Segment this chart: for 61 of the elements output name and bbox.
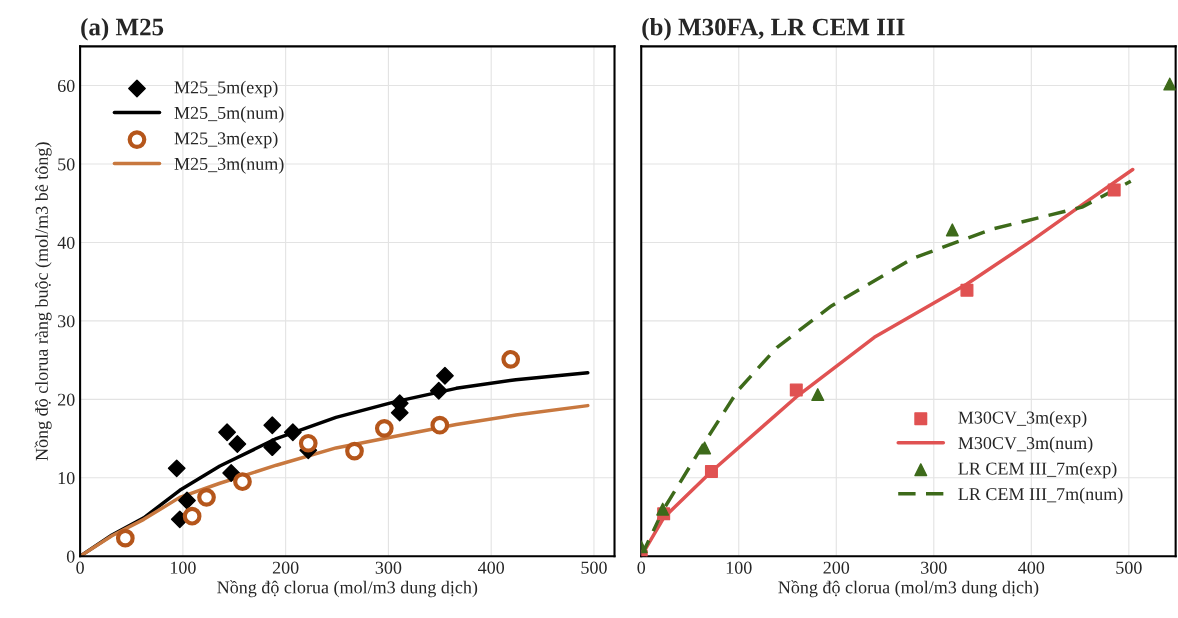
- point: [283, 423, 302, 442]
- point: [167, 459, 186, 478]
- point: [436, 366, 454, 385]
- point: [178, 491, 196, 510]
- point: [218, 423, 236, 442]
- point: [233, 472, 252, 492]
- x-tick-label: 100: [170, 561, 196, 574]
- legend-label: LR CEM III_7m(exp): [958, 461, 1117, 479]
- point: [263, 438, 282, 457]
- x-tick-label: 200: [272, 561, 299, 574]
- chart-title: (b) M30FA, LR CEM III: [642, 17, 905, 41]
- y-tick-label: 40: [57, 236, 75, 249]
- point: [1107, 183, 1121, 197]
- chart-title: (a) M25: [81, 17, 164, 41]
- point: [298, 433, 318, 453]
- y-tick-label: 0: [66, 550, 75, 563]
- point: [228, 435, 247, 453]
- legend-label: M30CV_3m(num): [958, 436, 1093, 453]
- point: [345, 441, 364, 461]
- x-tick-label: 500: [581, 561, 607, 574]
- point: [960, 283, 974, 297]
- point: [501, 349, 521, 369]
- point: [698, 441, 712, 455]
- x-tick-label: 300: [375, 561, 402, 574]
- point: [656, 502, 670, 516]
- legend-label: M25_3m(exp): [174, 131, 278, 149]
- x-tick-label: 200: [823, 561, 850, 574]
- point: [945, 223, 959, 237]
- x-tick-label: 500: [1116, 561, 1142, 574]
- point: [197, 488, 216, 507]
- x-tick-label: 0: [637, 561, 646, 574]
- x-tick-label: 400: [1018, 561, 1045, 574]
- x-tick-label: 0: [76, 561, 84, 574]
- point: [115, 528, 135, 548]
- point: [182, 506, 202, 526]
- y-tick-label: 20: [57, 393, 75, 406]
- y-tick-label: 30: [58, 315, 75, 328]
- y-tick-label: 50: [58, 158, 75, 171]
- point: [429, 381, 448, 400]
- legend-label: M25_3m(num): [174, 157, 284, 174]
- point: [704, 464, 718, 478]
- point: [789, 383, 803, 397]
- legend-label: M25_5m(num): [174, 106, 284, 123]
- point: [430, 415, 450, 435]
- y-tick-label: 60: [57, 79, 75, 93]
- x-tick-label: 400: [478, 561, 505, 574]
- legend-label: LR CEM III_7m(num): [958, 487, 1123, 504]
- line-series: [80, 403, 590, 557]
- point: [374, 418, 394, 438]
- legend-label: M30CV_3m(exp): [958, 410, 1087, 428]
- x-axis-title: Nồng độ clorua (mol/m3 dung dịch): [217, 580, 478, 598]
- point: [811, 388, 825, 402]
- point: [1163, 77, 1176, 91]
- x-axis-title: Nồng độ clorua (mol/m3 dung dịch): [778, 580, 1039, 598]
- legend-label: M25_5m(exp): [174, 80, 278, 98]
- x-tick-label: 300: [921, 561, 947, 574]
- point: [263, 416, 282, 435]
- y-axis-title: Nồng độ clorua ràng buộc (mol/m3 bê tông): [34, 142, 52, 461]
- y-tick-label: 10: [58, 472, 75, 485]
- x-tick-label: 100: [726, 561, 752, 574]
- point: [222, 464, 241, 482]
